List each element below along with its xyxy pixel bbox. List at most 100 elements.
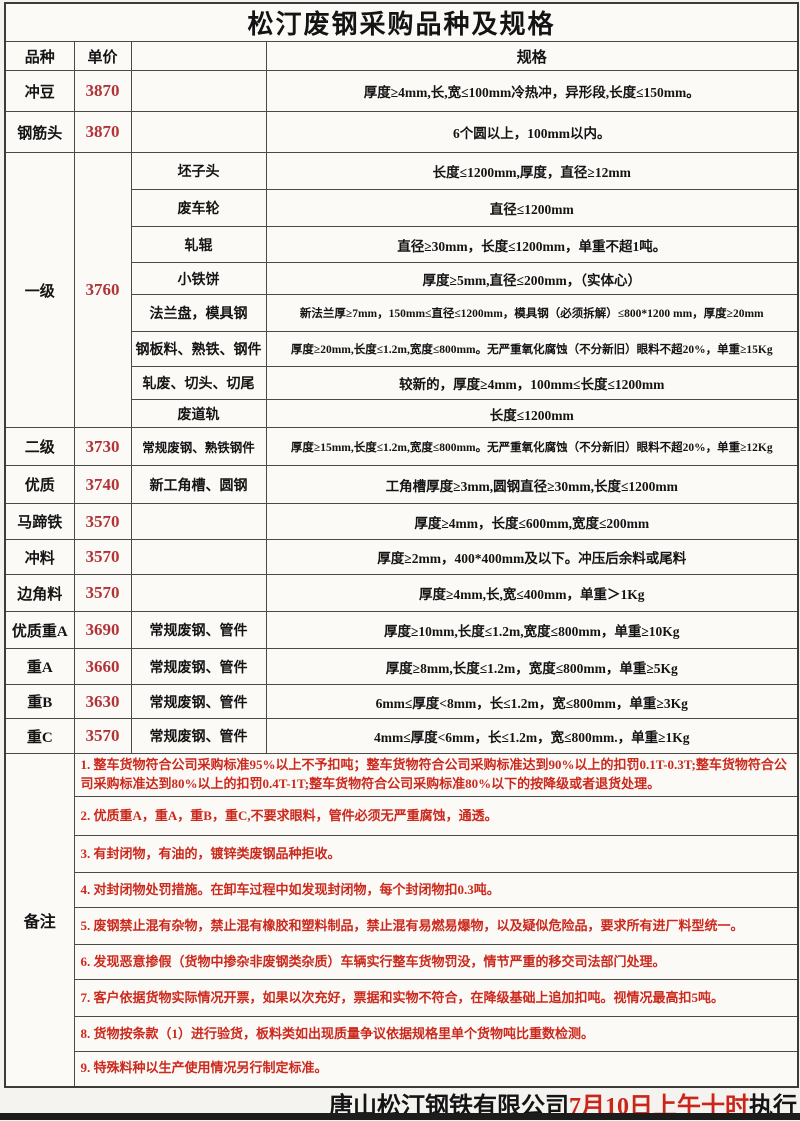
price-cell: 3570 bbox=[73, 539, 132, 575]
subtype-cell: 常规废钢、管件 bbox=[130, 611, 267, 649]
subtype-cell: 轧废、切头、切尾 bbox=[130, 366, 267, 400]
subtype-cell: 常规废钢、熟铁钢件 bbox=[130, 427, 267, 466]
price-cell: 3690 bbox=[73, 611, 132, 649]
subtype-cell: 废车轮 bbox=[130, 189, 267, 227]
subtype-cell bbox=[130, 503, 267, 540]
photo-bottom-edge bbox=[0, 1113, 800, 1120]
spec-cell: 直径≤1200mm bbox=[265, 189, 799, 227]
subtype-cell: 坯子头 bbox=[130, 152, 267, 190]
subtype-cell bbox=[130, 574, 267, 612]
note-text: 5. 废钢禁止混有杂物，禁止混有橡胶和塑料制品，禁止混有易燃易爆物，以及疑似危险… bbox=[73, 907, 799, 945]
subtype-cell bbox=[130, 539, 267, 575]
table-row: 重A 3660 常规废钢、管件 厚度≥8mm,长度≤1.2m，宽度≤800mm，… bbox=[4, 648, 799, 685]
price-table: 松汀废钢采购品种及规格 品种 单价 规格 冲豆 3870 厚度≥4mm,长,宽≤… bbox=[4, 2, 800, 1088]
table-row: 钢板料、熟铁、钢件 厚度≥20mm,长度≤1.2m,宽度≤800mm。无严重氧化… bbox=[5, 331, 799, 367]
variety-cell: 重C bbox=[4, 718, 75, 754]
spec-cell: 厚度≥4mm，长度≤600mm,宽度≤200mm bbox=[265, 503, 799, 540]
spec-cell: 厚度≥15mm,长度≤1.2m,宽度≤800mm。无严重氧化腐蚀（不分新旧）眼料… bbox=[265, 427, 799, 466]
variety-cell: 优质 bbox=[4, 465, 75, 504]
table-row: 钢筋头 3870 6个圆以上，100mm以内。 bbox=[4, 111, 799, 153]
note-text: 6. 发现恶意掺假（货物中掺杂非废钢类杂质）车辆实行整车货物罚没，情节严重的移交… bbox=[73, 944, 799, 980]
variety-cell: 冲豆 bbox=[4, 70, 75, 112]
subtype-cell: 废道轨 bbox=[130, 399, 267, 428]
spec-cell: 较新的，厚度≥4mm，100mm≤长度≤1200mm bbox=[265, 366, 799, 400]
variety-cell: 重B bbox=[4, 684, 75, 719]
variety-cell: 冲料 bbox=[4, 539, 75, 575]
note-row: 备注 1. 整车货物符合公司采购标准95%以上不予扣吨；整车货物符合公司采购标准… bbox=[4, 753, 799, 1087]
table-row: 马蹄铁 3570 厚度≥4mm，长度≤600mm,宽度≤200mm bbox=[4, 503, 799, 540]
spec-cell: 厚度≥4mm,长,宽≤400mm，单重＞1Kg bbox=[265, 574, 799, 612]
spec-cell: 工角槽厚度≥3mm,圆钢直径≥30mm,长度≤1200mm bbox=[265, 465, 799, 504]
price-cell: 3630 bbox=[73, 684, 132, 719]
spec-cell: 新法兰厚≥7mm，150mm≤直径≤1200mm，模具钢（必须拆解）≤800*1… bbox=[265, 294, 799, 332]
note-text: 3. 有封闭物，有油的，镀锌类废钢品种拒收。 bbox=[73, 835, 799, 873]
price-cell: 3570 bbox=[73, 503, 132, 540]
spec-cell: 4mm≤厚度<6mm，长≤1.2m，宽≤800mm.，单重≥1Kg bbox=[265, 718, 799, 754]
spec-cell: 厚度≥5mm,直径≤200mm，（实体心） bbox=[265, 262, 799, 295]
table-row: 优质重A 3690 常规废钢、管件 厚度≥10mm,长度≤1.2m,宽度≤800… bbox=[4, 611, 799, 649]
col-header-price: 单价 bbox=[73, 41, 132, 71]
table-row: 边角料 3570 厚度≥4mm,长,宽≤400mm，单重＞1Kg bbox=[4, 574, 799, 612]
price-cell: 3760 bbox=[73, 152, 132, 428]
table-row: 二级 3730 常规废钢、熟铁钢件 厚度≥15mm,长度≤1.2m,宽度≤800… bbox=[4, 427, 799, 466]
page-title: 松汀废钢采购品种及规格 bbox=[4, 2, 799, 42]
note-row: 9. 特殊料种以生产使用情况另行制定标准。 bbox=[5, 1051, 799, 1087]
table-row: 法兰盘，模具钢 新法兰厚≥7mm，150mm≤直径≤1200mm，模具钢（必须拆… bbox=[5, 294, 799, 332]
note-row: 6. 发现恶意掺假（货物中掺杂非废钢类杂质）车辆实行整车货物罚没，情节严重的移交… bbox=[5, 944, 799, 980]
subtype-cell: 小铁饼 bbox=[130, 262, 267, 295]
variety-cell: 优质重A bbox=[4, 611, 75, 649]
subtype-cell bbox=[130, 111, 267, 153]
note-text: 1. 整车货物符合公司采购标准95%以上不予扣吨；整车货物符合公司采购标准达到9… bbox=[73, 753, 799, 797]
price-cell: 3740 bbox=[73, 465, 132, 504]
spec-cell: 长度≤1200mm,厚度，直径≥12mm bbox=[265, 152, 799, 190]
spec-cell: 厚度≥10mm,长度≤1.2m,宽度≤800mm，单重≥10Kg bbox=[265, 611, 799, 649]
variety-cell: 二级 bbox=[4, 427, 75, 466]
spec-cell: 厚度≥20mm,长度≤1.2m,宽度≤800mm。无严重氧化腐蚀（不分新旧）眼料… bbox=[265, 331, 799, 367]
table-row: 重C 3570 常规废钢、管件 4mm≤厚度<6mm，长≤1.2m，宽≤800m… bbox=[4, 718, 799, 754]
note-row: 8. 货物按条款（1）进行验货，板料类如出现质量争议依据规格里单个货物吨比重数检… bbox=[5, 1016, 799, 1052]
subtype-cell: 法兰盘，模具钢 bbox=[130, 294, 267, 332]
spec-cell: 长度≤1200mm bbox=[265, 399, 799, 428]
subtype-cell: 常规废钢、管件 bbox=[130, 718, 267, 754]
table-row: 优质 3740 新工角槽、圆钢 工角槽厚度≥3mm,圆钢直径≥30mm,长度≤1… bbox=[4, 465, 799, 504]
price-cell: 3660 bbox=[73, 648, 132, 685]
col-header-variety: 品种 bbox=[4, 41, 75, 71]
variety-cell: 马蹄铁 bbox=[4, 503, 75, 540]
table-row: 轧辊 直径≥30mm，长度≤1200mm，单重不超1吨。 bbox=[5, 226, 799, 263]
table-row: 重B 3630 常规废钢、管件 6mm≤厚度<8mm，长≤1.2m，宽≤800m… bbox=[4, 684, 799, 719]
subtype-cell bbox=[130, 70, 267, 112]
table-row: 小铁饼 厚度≥5mm,直径≤200mm，（实体心） bbox=[5, 262, 799, 295]
subtype-cell: 常规废钢、管件 bbox=[130, 684, 267, 719]
spec-cell: 6mm≤厚度<8mm，长≤1.2m，宽≤800mm，单重≥3Kg bbox=[265, 684, 799, 719]
title-row: 松汀废钢采购品种及规格 bbox=[4, 2, 799, 42]
footer: 唐山松汀钢铁有限公司 7月10日上午十时 执行 bbox=[4, 1088, 797, 1120]
col-header-spec: 规格 bbox=[265, 41, 799, 71]
note-row: 2. 优质重A，重A，重B，重C,不要求眼料，管件必须无严重腐蚀，通透。 bbox=[5, 796, 799, 836]
note-text: 2. 优质重A，重A，重B，重C,不要求眼料，管件必须无严重腐蚀，通透。 bbox=[73, 796, 799, 836]
note-row: 7. 客户依据货物实际情况开票，如果以次充好，票据和实物不符合，在降级基础上追加… bbox=[5, 979, 799, 1017]
spec-cell: 厚度≥2mm，400*400mm及以下。冲压后余料或尾料 bbox=[265, 539, 799, 575]
price-cell: 3730 bbox=[73, 427, 132, 466]
note-row: 3. 有封闭物，有油的，镀锌类废钢品种拒收。 bbox=[5, 835, 799, 873]
table-row: 废道轨 长度≤1200mm bbox=[5, 399, 799, 428]
subtype-cell: 常规废钢、管件 bbox=[130, 648, 267, 685]
note-text: 8. 货物按条款（1）进行验货，板料类如出现质量争议依据规格里单个货物吨比重数检… bbox=[73, 1016, 799, 1052]
spec-cell: 直径≥30mm，长度≤1200mm，单重不超1吨。 bbox=[265, 226, 799, 263]
note-row: 4. 对封闭物处罚措施。在卸车过程中如发现封闭物，每个封闭物扣0.3吨。 bbox=[5, 872, 799, 908]
spec-cell: 6个圆以上，100mm以内。 bbox=[265, 111, 799, 153]
table-row: 一级 3760 坯子头 长度≤1200mm,厚度，直径≥12mm bbox=[4, 152, 799, 428]
note-text: 7. 客户依据货物实际情况开票，如果以次充好，票据和实物不符合，在降级基础上追加… bbox=[73, 979, 799, 1017]
variety-cell: 边角料 bbox=[4, 574, 75, 612]
notes-label: 备注 bbox=[4, 753, 75, 1087]
table-row: 冲料 3570 厚度≥2mm，400*400mm及以下。冲压后余料或尾料 bbox=[4, 539, 799, 575]
note-row: 5. 废钢禁止混有杂物，禁止混有橡胶和塑料制品，禁止混有易燃易爆物，以及疑似危险… bbox=[5, 907, 799, 945]
subtype-cell: 轧辊 bbox=[130, 226, 267, 263]
col-header-subtype bbox=[130, 41, 267, 71]
price-cell: 3570 bbox=[73, 574, 132, 612]
price-cell: 3570 bbox=[73, 718, 132, 754]
spec-cell: 厚度≥8mm,长度≤1.2m，宽度≤800mm，单重≥5Kg bbox=[265, 648, 799, 685]
subtype-cell: 钢板料、熟铁、钢件 bbox=[130, 331, 267, 367]
table-row: 废车轮 直径≤1200mm bbox=[5, 189, 799, 227]
variety-cell: 钢筋头 bbox=[4, 111, 75, 153]
